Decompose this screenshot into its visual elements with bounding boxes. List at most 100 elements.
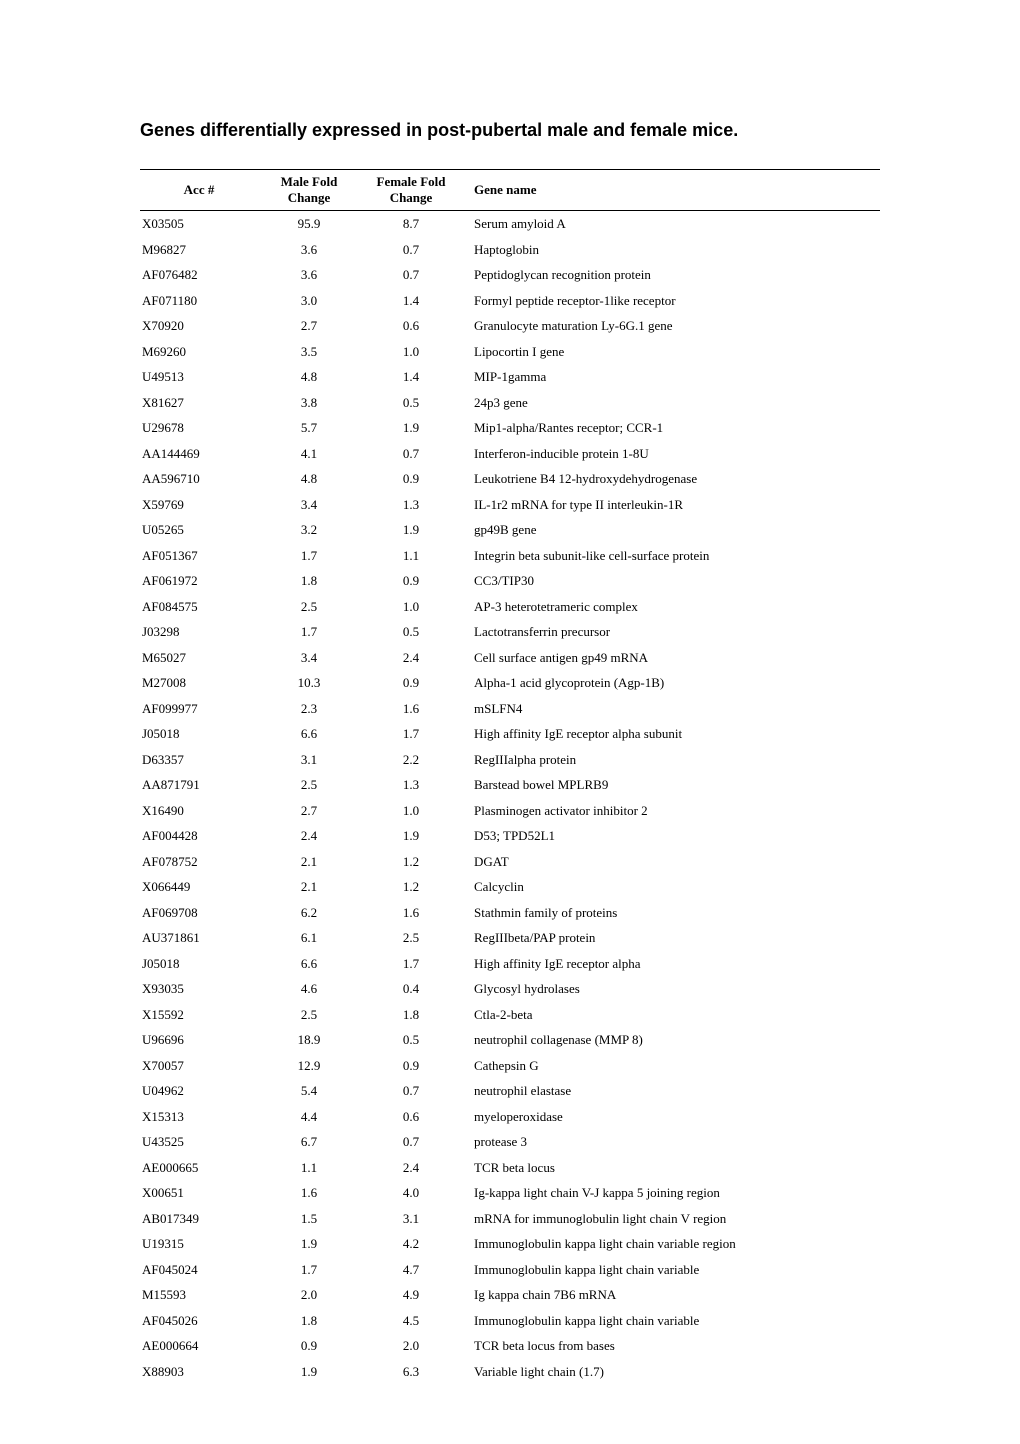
cell-acc: U05265 (140, 517, 258, 543)
table-row: U9669618.90.5neutrophil collagenase (MMP… (140, 1027, 880, 1053)
cell-female-fold: 6.3 (360, 1359, 462, 1385)
cell-gene-name: protease 3 (462, 1129, 880, 1155)
cell-acc: AA596710 (140, 466, 258, 492)
cell-female-fold: 0.5 (360, 619, 462, 645)
cell-acc: AF061972 (140, 568, 258, 594)
cell-acc: U29678 (140, 415, 258, 441)
cell-acc: J05018 (140, 951, 258, 977)
cell-female-fold: 0.7 (360, 1129, 462, 1155)
cell-gene-name: Ctla-2-beta (462, 1002, 880, 1028)
cell-male-fold: 1.7 (258, 543, 360, 569)
cell-gene-name: mRNA for immunoglobulin light chain V re… (462, 1206, 880, 1232)
cell-female-fold: 0.7 (360, 441, 462, 467)
cell-gene-name: neutrophil elastase (462, 1078, 880, 1104)
cell-male-fold: 4.4 (258, 1104, 360, 1130)
cell-female-fold: 2.4 (360, 645, 462, 671)
table-row: J050186.61.7High affinity IgE receptor a… (140, 951, 880, 977)
cell-male-fold: 1.8 (258, 568, 360, 594)
cell-male-fold: 12.9 (258, 1053, 360, 1079)
cell-female-fold: 1.0 (360, 594, 462, 620)
table-row: AF0619721.80.9CC3/TIP30 (140, 568, 880, 594)
column-header-acc: Acc # (140, 170, 258, 211)
table-row: AE0006640.92.0TCR beta locus from bases (140, 1333, 880, 1359)
cell-gene-name: High affinity IgE receptor alpha (462, 951, 880, 977)
cell-acc: X88903 (140, 1359, 258, 1385)
cell-male-fold: 2.7 (258, 313, 360, 339)
table-row: AA8717912.51.3Barstead bowel MPLRB9 (140, 772, 880, 798)
cell-acc: X70920 (140, 313, 258, 339)
cell-gene-name: Leukotriene B4 12-hydroxydehydrogenase (462, 466, 880, 492)
table-row: U296785.71.9Mip1-alpha/Rantes receptor; … (140, 415, 880, 441)
cell-female-fold: 2.0 (360, 1333, 462, 1359)
cell-male-fold: 18.9 (258, 1027, 360, 1053)
cell-acc: J03298 (140, 619, 258, 645)
cell-male-fold: 1.5 (258, 1206, 360, 1232)
cell-acc: AF051367 (140, 543, 258, 569)
cell-acc: X15592 (140, 1002, 258, 1028)
cell-gene-name: myeloperoxidase (462, 1104, 880, 1130)
cell-acc: X066449 (140, 874, 258, 900)
table-row: AF0450261.84.5Immunoglobulin kappa light… (140, 1308, 880, 1334)
cell-gene-name: Immunoglobulin kappa light chain variabl… (462, 1257, 880, 1283)
cell-male-fold: 2.7 (258, 798, 360, 824)
cell-gene-name: Immunoglobulin kappa light chain variabl… (462, 1231, 880, 1257)
table-row: AF0845752.51.0AP-3 heterotetrameric comp… (140, 594, 880, 620)
cell-gene-name: Plasminogen activator inhibitor 2 (462, 798, 880, 824)
cell-female-fold: 1.2 (360, 849, 462, 875)
cell-gene-name: RegIIIalpha protein (462, 747, 880, 773)
cell-gene-name: Ig kappa chain 7B6 mRNA (462, 1282, 880, 1308)
table-row: U495134.81.4MIP-1gamma (140, 364, 880, 390)
cell-gene-name: Barstead bowel MPLRB9 (462, 772, 880, 798)
cell-gene-name: Mip1-alpha/Rantes receptor; CCR-1 (462, 415, 880, 441)
cell-male-fold: 1.7 (258, 619, 360, 645)
cell-gene-name: Interferon-inducible protein 1-8U (462, 441, 880, 467)
cell-gene-name: AP-3 heterotetrameric complex (462, 594, 880, 620)
cell-male-fold: 4.1 (258, 441, 360, 467)
table-row: U052653.21.9gp49B gene (140, 517, 880, 543)
table-row: X889031.96.3Variable light chain (1.7) (140, 1359, 880, 1385)
table-row: U049625.40.7neutrophil elastase (140, 1078, 880, 1104)
cell-gene-name: RegIIIbeta/PAP protein (462, 925, 880, 951)
cell-gene-name: Immunoglobulin kappa light chain variabl… (462, 1308, 880, 1334)
cell-gene-name: Glycosyl hydrolases (462, 976, 880, 1002)
cell-acc: M69260 (140, 339, 258, 365)
cell-female-fold: 1.0 (360, 798, 462, 824)
table-row: AF0044282.41.9D53; TPD52L1 (140, 823, 880, 849)
cell-female-fold: 0.5 (360, 390, 462, 416)
page-title: Genes differentially expressed in post-p… (140, 120, 880, 141)
cell-gene-name: Peptidoglycan recognition protein (462, 262, 880, 288)
cell-acc: AF045026 (140, 1308, 258, 1334)
cell-male-fold: 1.7 (258, 1257, 360, 1283)
cell-acc: X70057 (140, 1053, 258, 1079)
cell-male-fold: 6.2 (258, 900, 360, 926)
cell-acc: X81627 (140, 390, 258, 416)
cell-male-fold: 1.6 (258, 1180, 360, 1206)
cell-female-fold: 4.0 (360, 1180, 462, 1206)
table-row: AB0173491.53.1mRNA for immunoglobulin li… (140, 1206, 880, 1232)
cell-female-fold: 1.8 (360, 1002, 462, 1028)
table-row: X006511.64.0Ig-kappa light chain V-J kap… (140, 1180, 880, 1206)
cell-female-fold: 1.9 (360, 517, 462, 543)
cell-male-fold: 1.8 (258, 1308, 360, 1334)
cell-acc: AF045024 (140, 1257, 258, 1283)
table-row: AA1444694.10.7Interferon-inducible prote… (140, 441, 880, 467)
cell-female-fold: 4.2 (360, 1231, 462, 1257)
table-row: AF0450241.74.7Immunoglobulin kappa light… (140, 1257, 880, 1283)
cell-acc: J05018 (140, 721, 258, 747)
cell-female-fold: 4.5 (360, 1308, 462, 1334)
cell-acc: M96827 (140, 237, 258, 263)
cell-male-fold: 10.3 (258, 670, 360, 696)
cell-gene-name: Calcyclin (462, 874, 880, 900)
table-row: AF0787522.11.2DGAT (140, 849, 880, 875)
table-row: X597693.41.3IL-1r2 mRNA for type II inte… (140, 492, 880, 518)
cell-acc: AE000664 (140, 1333, 258, 1359)
cell-male-fold: 2.3 (258, 696, 360, 722)
cell-acc: X16490 (140, 798, 258, 824)
table-row: AA5967104.80.9Leukotriene B4 12-hydroxyd… (140, 466, 880, 492)
cell-female-fold: 0.9 (360, 568, 462, 594)
cell-gene-name: TCR beta locus (462, 1155, 880, 1181)
table-body: X0350595.98.7Serum amyloid AM968273.60.7… (140, 211, 880, 1385)
cell-female-fold: 1.0 (360, 339, 462, 365)
cell-acc: AF078752 (140, 849, 258, 875)
cell-male-fold: 3.4 (258, 645, 360, 671)
